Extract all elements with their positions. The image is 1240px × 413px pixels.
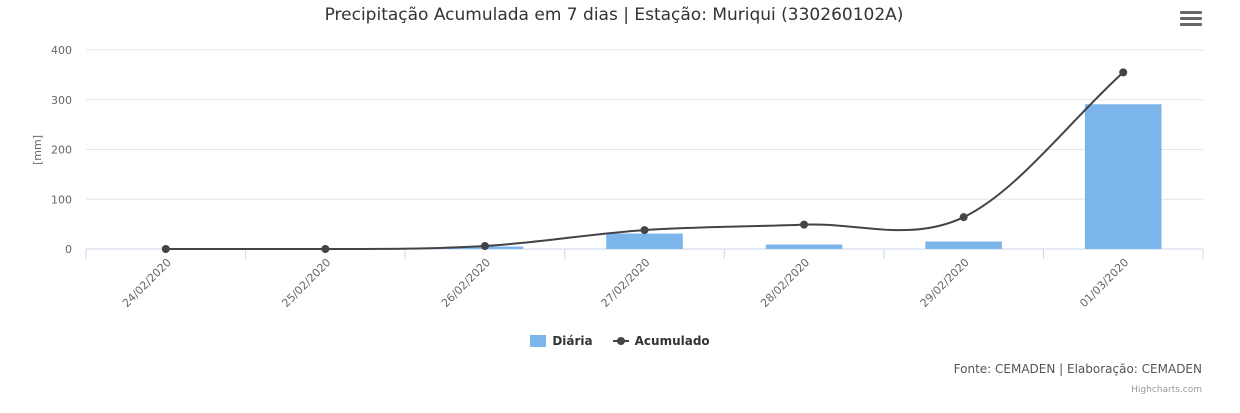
- y-axis-label: [mm]: [31, 135, 44, 165]
- credits-link[interactable]: Highcharts.com: [1131, 385, 1202, 395]
- y-tick-label: 200: [51, 144, 72, 157]
- legend-bar-swatch: [530, 335, 547, 347]
- y-tick-label: 0: [65, 243, 72, 256]
- line-point: [321, 245, 330, 253]
- legend-item-acumulado[interactable]: Acumulado: [612, 334, 710, 348]
- y-tick-label: 400: [51, 44, 72, 57]
- x-tick-label: 27/02/2020: [599, 256, 653, 310]
- legend: Diária Acumulado: [0, 334, 1240, 348]
- hamburger-menu-icon[interactable]: [1180, 11, 1202, 29]
- x-tick-label: 25/02/2020: [279, 256, 333, 310]
- bar: [925, 241, 1002, 249]
- legend-label-diaria: Diária: [552, 334, 593, 348]
- x-tick-label: 01/03/2020: [1077, 256, 1131, 310]
- x-tick-label: 24/02/2020: [120, 256, 174, 310]
- chart-title: Precipitação Acumulada em 7 dias | Estaç…: [324, 5, 904, 25]
- y-tick-label: 300: [51, 94, 72, 107]
- legend-item-diaria[interactable]: Diária: [530, 334, 593, 348]
- line-point: [161, 245, 170, 253]
- y-tick-label: 100: [51, 193, 72, 206]
- line-point: [1119, 68, 1128, 77]
- series-line-acumulado: [165, 71, 1124, 251]
- line-point: [959, 213, 968, 222]
- legend-label-acumulado: Acumulado: [634, 334, 710, 348]
- source-caption: Fonte: CEMADEN | Elaboração: CEMADEN: [953, 362, 1202, 376]
- x-tick-label: 28/02/2020: [758, 256, 812, 310]
- line-point: [800, 220, 809, 229]
- x-tick-label: 26/02/2020: [439, 256, 493, 310]
- chart-plot: [mm] 0 100 200 300 400 24/02/2020 25/02/2020 26…: [31, 44, 1204, 310]
- bar: [1084, 104, 1162, 249]
- line-point: [480, 242, 489, 251]
- legend-line-swatch: [612, 335, 629, 347]
- bar: [606, 233, 683, 249]
- line-point: [640, 226, 649, 235]
- x-tick-label: 29/02/2020: [918, 256, 972, 310]
- bar: [765, 244, 843, 249]
